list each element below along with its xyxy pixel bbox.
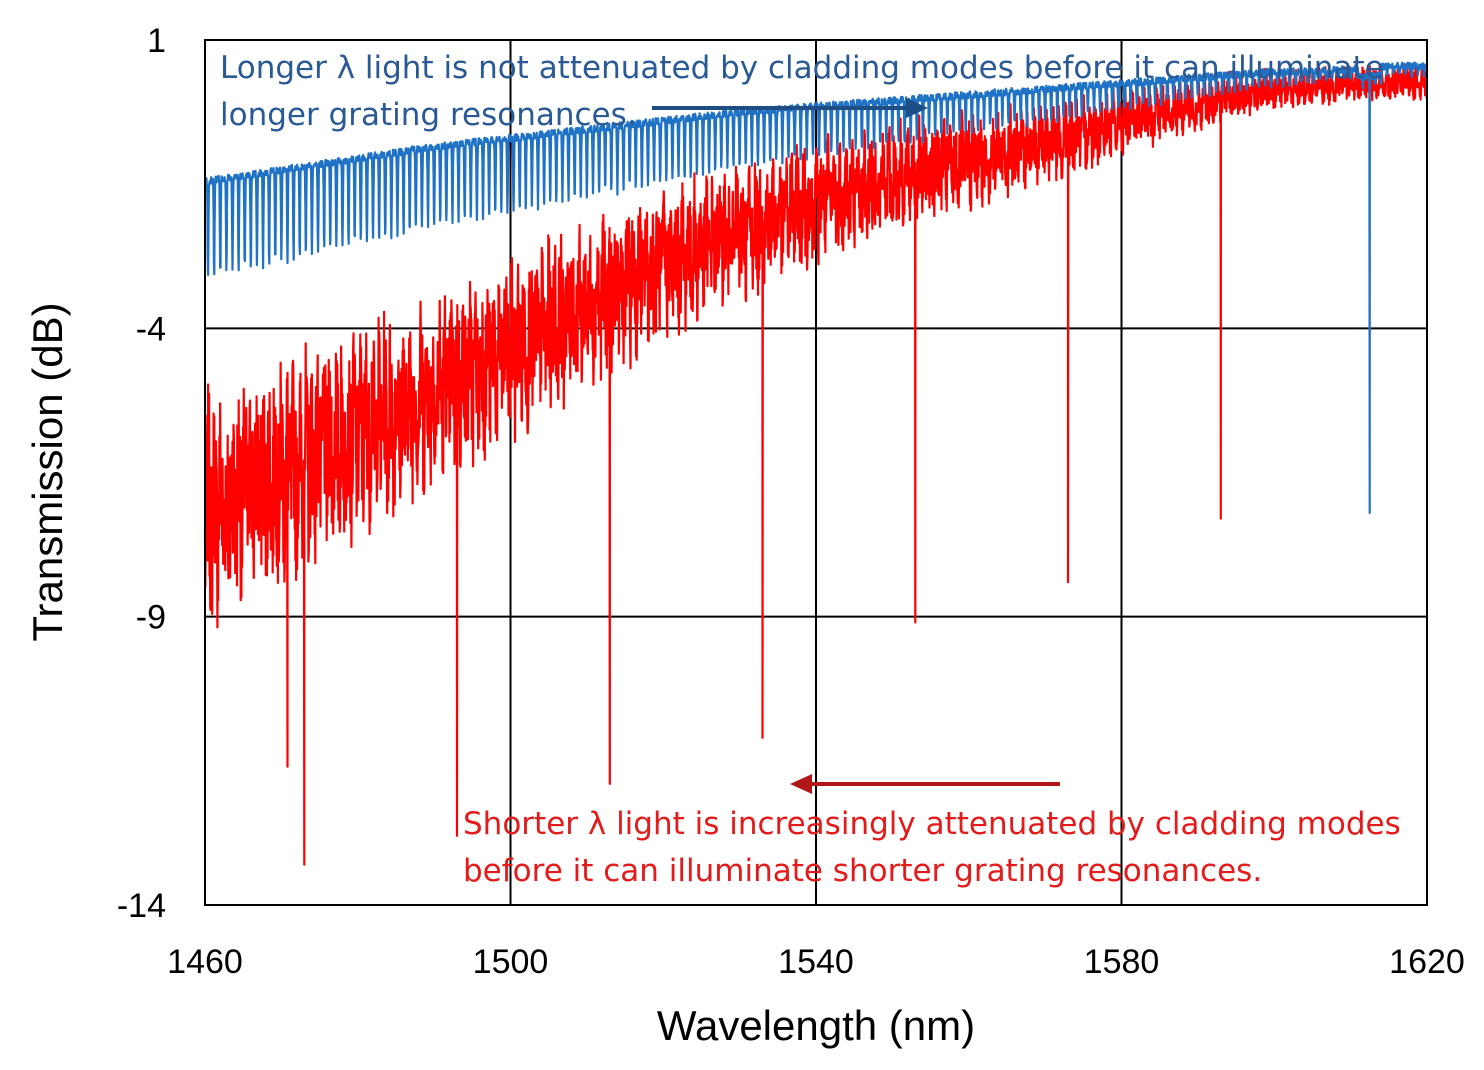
arrow-right-icon [652, 98, 928, 118]
y-tick-label: -14 [117, 887, 166, 925]
annotation-shorter-line1: Shorter λ light is increasingly attenuat… [463, 806, 1401, 842]
x-tick-label: 1540 [778, 943, 854, 981]
y-tick-label: 1 [147, 22, 166, 60]
annotation-longer-line2: longer grating resonances. [220, 97, 637, 133]
x-tick-labels: 1460 1500 1540 1580 1620 [167, 943, 1465, 981]
x-axis-title: Wavelength (nm) [657, 1002, 975, 1049]
y-tick-label: -4 [136, 310, 166, 348]
x-tick-label: 1460 [167, 943, 243, 981]
annotation-shorter-line2: before it can illuminate shorter grating… [463, 853, 1262, 889]
y-axis-title: Transmission (dB) [24, 302, 71, 641]
y-tick-labels: 1 -4 -9 -14 [117, 22, 166, 925]
arrow-left-icon [790, 774, 1060, 794]
blue-series-line [203, 61, 1428, 514]
y-tick-label: -9 [136, 599, 166, 637]
annotation-longer-line1: Longer λ light is not attenuated by clad… [220, 50, 1384, 86]
x-tick-label: 1500 [473, 943, 549, 981]
plot-border [204, 39, 1428, 906]
x-tick-label: 1580 [1084, 943, 1160, 981]
red-series-line [203, 63, 1428, 866]
x-tick-label: 1620 [1389, 943, 1465, 981]
series-layer [203, 61, 1428, 866]
